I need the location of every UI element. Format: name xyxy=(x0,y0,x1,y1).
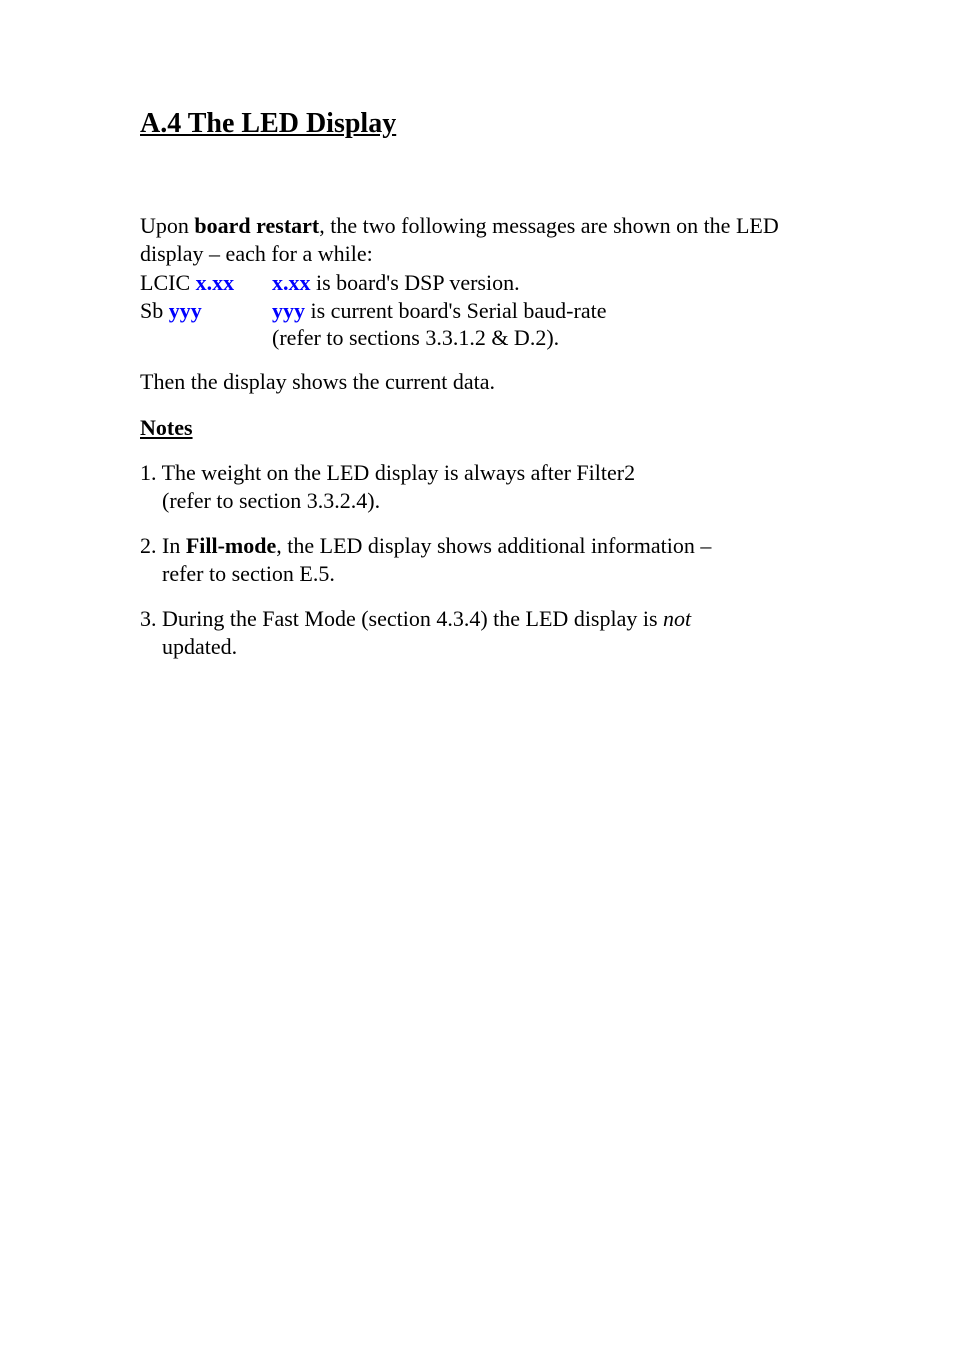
msg1-right-var: x.xx xyxy=(272,270,311,295)
message-block: LCIC x.xx x.xx is board's DSP version. S… xyxy=(140,269,824,352)
note-1: 1. The weight on the LED display is alwa… xyxy=(140,459,824,514)
msg2-left-var: yyy xyxy=(169,298,202,323)
msg2-right: yyy is current board's Serial baud-rate … xyxy=(272,297,606,352)
msg1-left-var: x.xx xyxy=(196,270,235,295)
note3-pre: 3. During the Fast Mode (section 4.3.4) … xyxy=(140,606,663,631)
note-3: 3. During the Fast Mode (section 4.3.4) … xyxy=(140,605,824,660)
intro-bold: board restart xyxy=(194,213,319,238)
notes-heading: Notes xyxy=(140,415,824,441)
note2-pre: 2. In xyxy=(140,533,186,558)
msg2-left: Sb yyy xyxy=(140,297,272,352)
msg2-right-text2: (refer to sections 3.3.1.2 & D.2). xyxy=(272,325,559,350)
note-2: 2. In Fill-mode, the LED display shows a… xyxy=(140,532,824,587)
intro-paragraph: Upon board restart, the two following me… xyxy=(140,212,824,267)
document-page: A.4 The LED Display Upon board restart, … xyxy=(0,0,954,778)
intro-pre: Upon xyxy=(140,213,194,238)
msg1-right-text: is board's DSP version. xyxy=(311,270,520,295)
msg2-prefix: Sb xyxy=(140,298,169,323)
msg1-right: x.xx is board's DSP version. xyxy=(272,269,520,297)
note1-line1: 1. The weight on the LED display is alwa… xyxy=(140,460,635,485)
then-sentence: Then the display shows the current data. xyxy=(140,368,824,396)
note3-line2: updated. xyxy=(162,634,237,659)
msg1-prefix: LCIC xyxy=(140,270,196,295)
msg2-right-text: is current board's Serial baud-rate xyxy=(305,298,606,323)
section-title: A.4 The LED Display xyxy=(140,108,824,140)
message-row-2: Sb yyy yyy is current board's Serial bau… xyxy=(140,297,824,352)
note2-bold: Fill-mode xyxy=(186,533,276,558)
note2-line2: refer to section E.5. xyxy=(162,561,335,586)
note3-italic: not xyxy=(663,606,691,631)
msg1-left: LCIC x.xx xyxy=(140,269,272,297)
note2-post: , the LED display shows additional infor… xyxy=(276,533,711,558)
message-row-1: LCIC x.xx x.xx is board's DSP version. xyxy=(140,269,824,297)
msg2-right-var: yyy xyxy=(272,298,305,323)
note1-line2: (refer to section 3.3.2.4). xyxy=(162,488,380,513)
